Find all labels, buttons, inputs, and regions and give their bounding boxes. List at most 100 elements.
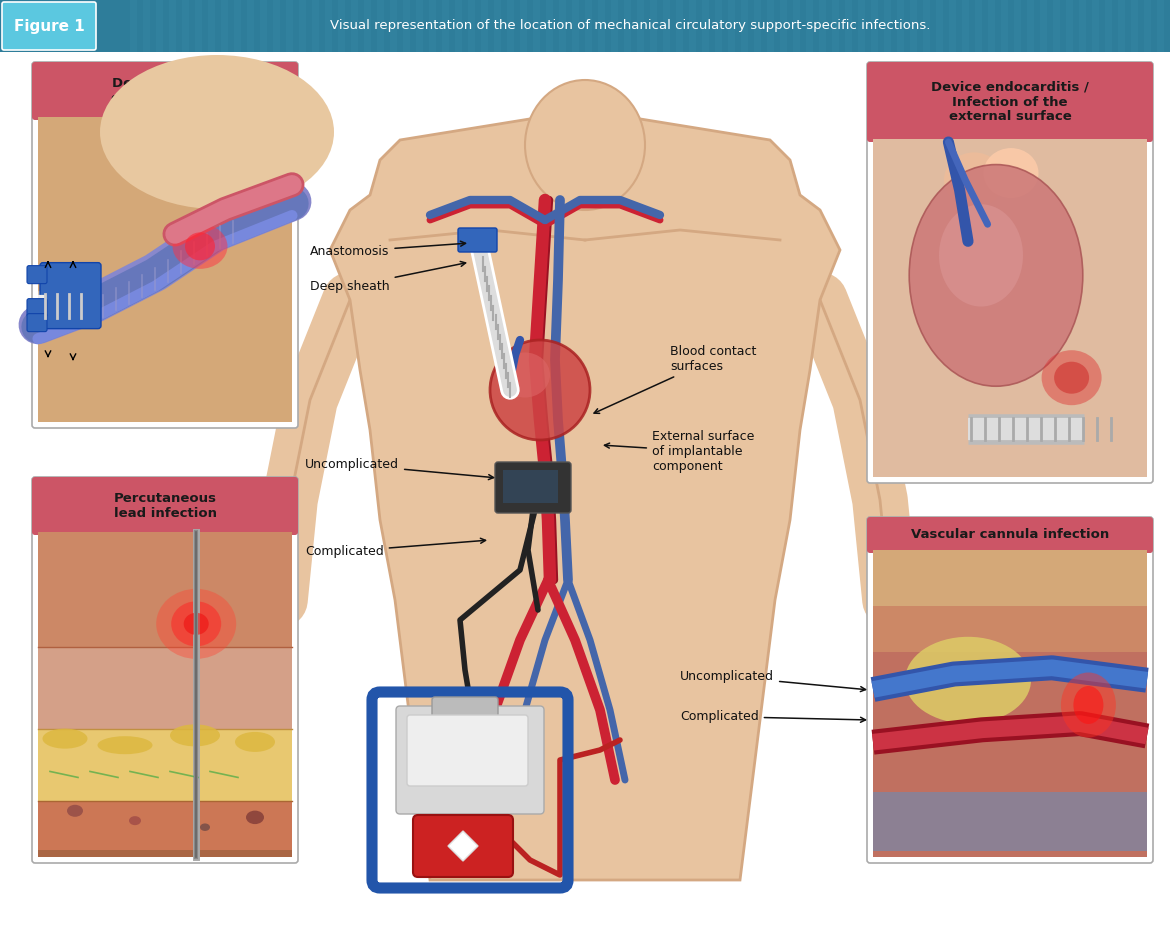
Bar <box>156 0 163 52</box>
Bar <box>429 0 436 52</box>
Text: Complicated: Complicated <box>680 710 866 723</box>
FancyBboxPatch shape <box>40 262 101 329</box>
Ellipse shape <box>1041 351 1102 406</box>
Bar <box>1131 0 1138 52</box>
Text: Anastomosis: Anastomosis <box>310 241 466 258</box>
Bar <box>806 0 813 52</box>
Bar <box>37 532 292 647</box>
Bar <box>402 0 409 52</box>
Bar <box>651 0 658 52</box>
Bar <box>858 0 865 52</box>
Bar <box>741 0 748 52</box>
Polygon shape <box>448 831 479 861</box>
Bar <box>1104 0 1112 52</box>
Ellipse shape <box>99 55 333 209</box>
Bar <box>300 0 307 52</box>
Text: Complicated: Complicated <box>305 539 486 558</box>
Bar <box>1053 0 1060 52</box>
FancyBboxPatch shape <box>867 517 1152 863</box>
Bar <box>507 0 514 52</box>
FancyBboxPatch shape <box>32 477 298 863</box>
Bar <box>1002 0 1009 52</box>
Bar <box>897 0 904 52</box>
FancyBboxPatch shape <box>395 706 544 814</box>
FancyBboxPatch shape <box>32 477 298 535</box>
Bar <box>676 0 683 52</box>
Bar <box>442 0 449 52</box>
Bar <box>1066 0 1073 52</box>
Bar <box>494 0 501 52</box>
Bar <box>143 0 150 52</box>
Bar <box>390 0 397 52</box>
Bar <box>832 0 839 52</box>
Bar <box>546 0 553 52</box>
Bar <box>873 606 1147 653</box>
Bar <box>819 0 826 52</box>
Bar <box>873 131 1147 141</box>
Bar <box>873 550 1147 606</box>
Text: Uncomplicated: Uncomplicated <box>680 670 866 692</box>
Bar <box>37 729 292 801</box>
Bar <box>534 0 541 52</box>
Text: Visual representation of the location of mechanical circulatory support-specific: Visual representation of the location of… <box>330 20 930 32</box>
Ellipse shape <box>1061 673 1116 737</box>
Bar <box>37 850 292 857</box>
FancyBboxPatch shape <box>2 2 96 50</box>
Ellipse shape <box>129 816 142 826</box>
Ellipse shape <box>157 589 236 659</box>
Ellipse shape <box>235 732 275 751</box>
Bar <box>468 0 475 52</box>
Bar <box>975 0 982 52</box>
Bar <box>37 524 292 534</box>
Bar <box>780 0 787 52</box>
Bar <box>702 0 709 52</box>
FancyBboxPatch shape <box>27 314 47 332</box>
Bar <box>987 0 994 52</box>
Bar <box>260 0 267 52</box>
Ellipse shape <box>906 636 1031 724</box>
Bar <box>768 0 775 52</box>
Bar <box>1157 0 1164 52</box>
Ellipse shape <box>172 224 227 269</box>
Bar <box>130 0 137 52</box>
Ellipse shape <box>42 729 88 749</box>
Bar <box>273 0 280 52</box>
Bar <box>1079 0 1086 52</box>
Bar <box>221 0 228 52</box>
Bar <box>753 0 760 52</box>
Bar <box>873 542 1147 552</box>
Text: Figure 1: Figure 1 <box>14 18 84 33</box>
Bar <box>845 0 852 52</box>
FancyBboxPatch shape <box>432 697 498 719</box>
Ellipse shape <box>67 805 83 817</box>
Text: External surface
of implantable
component: External surface of implantable componen… <box>605 430 755 473</box>
Text: Blood contact
surfaces: Blood contact surfaces <box>594 345 756 413</box>
FancyBboxPatch shape <box>867 62 1152 142</box>
FancyBboxPatch shape <box>867 517 1152 553</box>
Ellipse shape <box>1054 362 1089 393</box>
FancyBboxPatch shape <box>32 62 298 428</box>
Bar <box>377 0 384 52</box>
FancyBboxPatch shape <box>867 62 1152 483</box>
Ellipse shape <box>200 824 209 831</box>
FancyBboxPatch shape <box>407 715 528 786</box>
Ellipse shape <box>184 613 208 635</box>
Ellipse shape <box>170 724 220 747</box>
Bar <box>195 0 202 52</box>
Bar <box>793 0 800 52</box>
Bar <box>1119 0 1126 52</box>
Bar <box>663 0 670 52</box>
FancyBboxPatch shape <box>495 462 571 513</box>
Bar <box>37 117 292 422</box>
Bar <box>1027 0 1034 52</box>
Bar <box>37 109 292 119</box>
Text: Device endocarditis /
Infection of the
external surface: Device endocarditis / Infection of the e… <box>931 81 1089 124</box>
Bar <box>1014 0 1021 52</box>
Ellipse shape <box>490 340 590 440</box>
Bar <box>885 0 892 52</box>
Bar <box>1144 0 1151 52</box>
Ellipse shape <box>525 80 645 210</box>
Text: Deep vascular
graft infection: Deep vascular graft infection <box>111 77 219 105</box>
Bar <box>338 0 345 52</box>
FancyBboxPatch shape <box>27 298 47 316</box>
